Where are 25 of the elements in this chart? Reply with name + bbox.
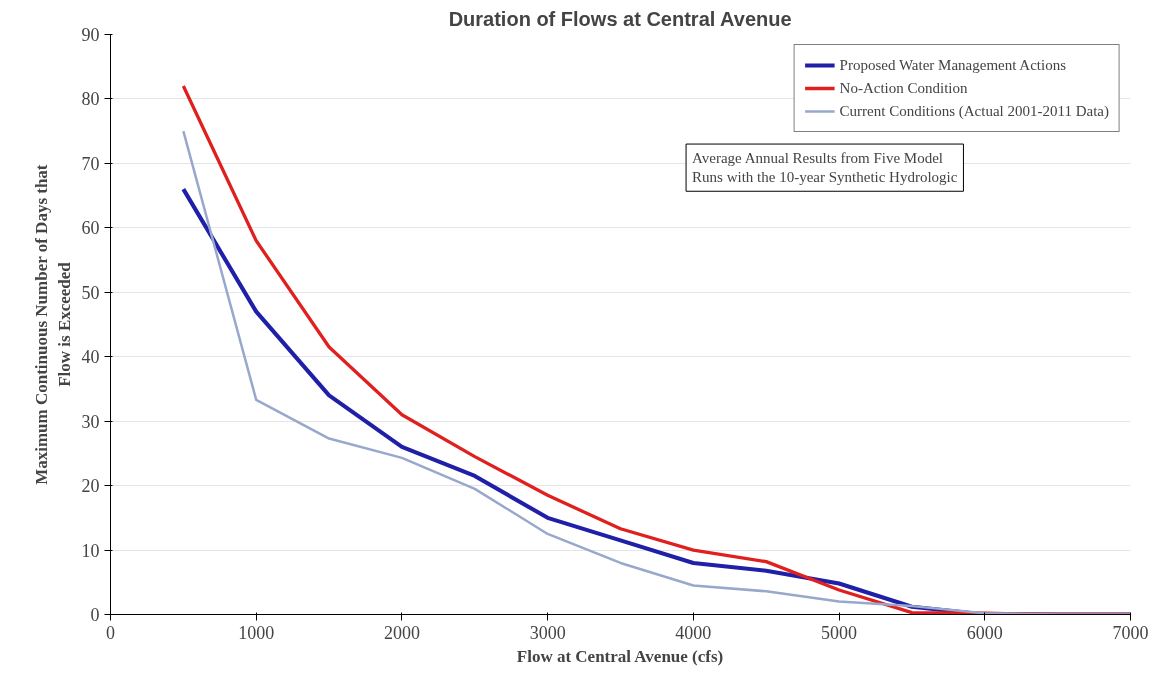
x-tick-label: 3000 — [529, 622, 566, 643]
y-tick-label: 60 — [81, 218, 100, 239]
legend-label: Current Conditions (Actual 2001-2011 Data) — [839, 102, 1109, 120]
x-tick-label: 6000 — [966, 622, 1003, 643]
x-tick-label: 5000 — [821, 622, 858, 643]
y-tick-label: 80 — [81, 89, 100, 110]
chart-title: Duration of Flows at Central Avenue — [448, 7, 792, 30]
y-tick-label: 40 — [81, 347, 100, 368]
legend-label: Proposed Water Management Actions — [839, 56, 1066, 74]
y-tick-label: 70 — [81, 153, 100, 174]
annotation: Average Annual Results from Five Model Runs with the 10-year Synthetic Hydrologic — [692, 150, 958, 186]
x-tick-label: 1000 — [238, 622, 275, 643]
y-axis-title: Maximum Continuous Number of Days that Flow is Exceeded — [31, 164, 74, 485]
x-tick-label: 4000 — [675, 622, 712, 643]
y-tick-label: 0 — [90, 605, 100, 625]
y-tick-label: 90 — [81, 25, 100, 45]
y-tick-label: 50 — [81, 282, 100, 303]
y-tick-label: 20 — [81, 476, 100, 497]
legend-label: No-Action Condition — [839, 79, 968, 97]
y-tick-label: 30 — [81, 411, 100, 432]
y-tick-label: 10 — [81, 540, 100, 561]
x-tick-label: 0 — [106, 622, 115, 643]
x-axis-title: Flow at Central Avenue (cfs) — [516, 646, 724, 666]
x-tick-label: 2000 — [383, 622, 420, 643]
x-tick-label: 7000 — [1112, 622, 1149, 643]
